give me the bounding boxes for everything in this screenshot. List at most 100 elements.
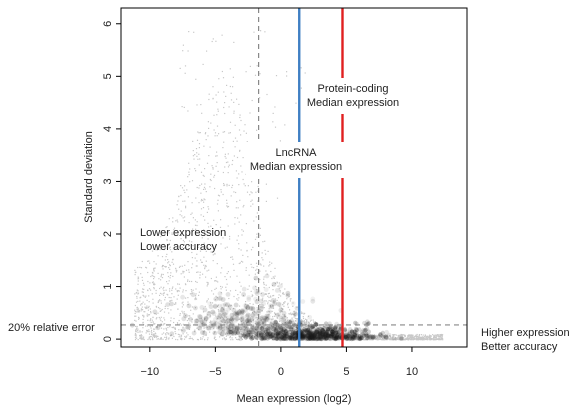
- scatter-point: [175, 288, 177, 290]
- scatter-point: [267, 250, 269, 252]
- scatter-point: [231, 337, 233, 339]
- scatter-point: [259, 263, 262, 265]
- density-point: [197, 325, 203, 331]
- scatter-point: [166, 293, 168, 295]
- scatter-point: [175, 267, 177, 269]
- scatter-point: [357, 338, 359, 340]
- scatter-point: [329, 339, 332, 341]
- scatter-point: [413, 336, 416, 338]
- scatter-point: [270, 270, 272, 273]
- scatter-point: [411, 336, 413, 338]
- scatter-point: [237, 313, 239, 316]
- density-point: [333, 336, 338, 342]
- density-point: [284, 331, 290, 336]
- scatter-point: [198, 132, 200, 134]
- density-point: [225, 318, 231, 324]
- scatter-point: [264, 333, 266, 335]
- scatter-point: [183, 276, 185, 278]
- scatter-point: [300, 324, 302, 326]
- scatter-point: [286, 294, 288, 296]
- density-point: [325, 333, 331, 338]
- scatter-point: [212, 229, 214, 232]
- scatter-point: [308, 326, 310, 328]
- density-point: [223, 329, 228, 334]
- scatter-point: [199, 277, 201, 279]
- density-point: [283, 331, 288, 336]
- scatter-point: [297, 334, 299, 337]
- scatter-point: [175, 302, 177, 304]
- density-point: [283, 329, 289, 334]
- scatter-point: [135, 334, 137, 336]
- scatter-point: [349, 338, 351, 341]
- scatter-point: [337, 332, 339, 334]
- scatter-point: [438, 334, 440, 336]
- density-point: [353, 320, 358, 326]
- scatter-point: [355, 336, 357, 338]
- density-point: [271, 281, 277, 287]
- density-point: [336, 334, 342, 340]
- scatter-point: [167, 283, 169, 285]
- scatter-point: [198, 143, 201, 145]
- density-point: [270, 298, 276, 303]
- scatter-point: [160, 323, 162, 325]
- scatter-point: [171, 326, 173, 328]
- density-point: [307, 334, 312, 339]
- scatter-point: [269, 336, 271, 338]
- density-point: [346, 333, 351, 339]
- scatter-point: [417, 337, 419, 339]
- density-point: [328, 328, 334, 333]
- scatter-point: [142, 322, 144, 324]
- density-point: [312, 332, 317, 337]
- density-point: [308, 335, 313, 340]
- density-point: [308, 333, 313, 338]
- scatter-point: [240, 337, 242, 339]
- scatter-point: [256, 65, 258, 67]
- scatter-point: [347, 336, 349, 338]
- density-point: [244, 318, 250, 324]
- density-point: [282, 336, 288, 341]
- scatter-point: [151, 333, 153, 335]
- density-point: [323, 336, 328, 341]
- scatter-point: [272, 300, 275, 302]
- density-point: [392, 336, 397, 341]
- scatter-point: [364, 335, 366, 338]
- density-point: [215, 325, 221, 330]
- density-point: [325, 332, 330, 338]
- scatter-point: [399, 337, 401, 339]
- density-point: [354, 333, 359, 338]
- scatter-point: [199, 271, 201, 273]
- scatter-point: [153, 276, 156, 278]
- x-tick-label: −5: [209, 366, 222, 378]
- scatter-point: [225, 278, 228, 281]
- scatter-point: [208, 98, 210, 101]
- density-point: [219, 307, 225, 313]
- density-point: [308, 336, 313, 341]
- density-point: [250, 326, 256, 331]
- scatter-point: [339, 332, 341, 334]
- density-point: [304, 336, 309, 342]
- density-point: [334, 330, 339, 336]
- scatter-point: [315, 323, 317, 325]
- density-point: [318, 325, 323, 330]
- density-point: [321, 332, 327, 337]
- scatter-point: [213, 336, 216, 338]
- scatter-point: [182, 50, 184, 52]
- density-point: [258, 333, 263, 339]
- scatter-point: [321, 335, 323, 337]
- scatter-point: [207, 282, 209, 284]
- scatter-point: [319, 339, 321, 341]
- scatter-point: [211, 302, 214, 304]
- scatter-point: [181, 187, 184, 189]
- density-point: [266, 329, 271, 334]
- scatter-point: [148, 260, 150, 262]
- scatter-point: [424, 334, 426, 336]
- scatter-point: [179, 323, 181, 325]
- scatter-point: [137, 283, 139, 285]
- scatter-point: [354, 334, 356, 336]
- scatter-point: [202, 174, 204, 176]
- scatter-point: [256, 268, 258, 270]
- scatter-point: [242, 295, 245, 297]
- density-point: [349, 334, 354, 339]
- scatter-point: [293, 316, 295, 318]
- scatter-point: [197, 246, 199, 248]
